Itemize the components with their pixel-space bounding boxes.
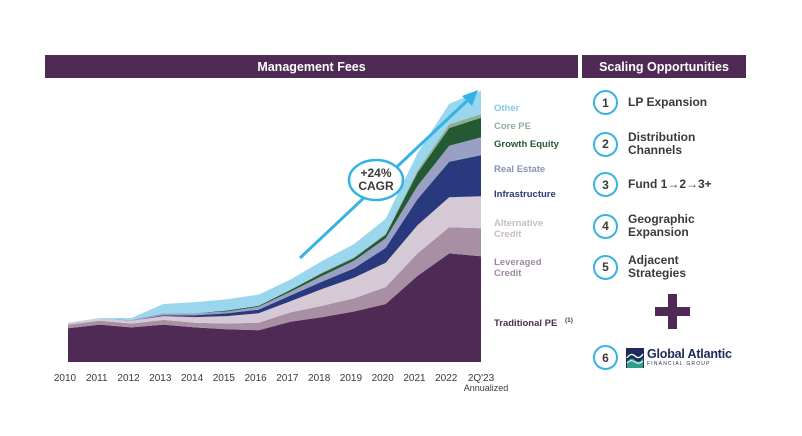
opportunity-label: Geographic Expansion [628, 212, 695, 239]
global-atlantic-logo: Global Atlantic FINANCIAL GROUP [626, 347, 732, 368]
x-tick-label: 2Q'23 [468, 373, 495, 384]
number-circle: 5 [593, 254, 618, 280]
management-fees-title: Management Fees [257, 59, 366, 74]
area-infrastructure [68, 155, 481, 323]
scaling-opportunities-header: Scaling Opportunities [582, 55, 746, 78]
x-tick-label: 2017 [276, 373, 299, 384]
legend-label-growth-equity: Growth Equity [494, 139, 560, 150]
opportunity-label: Adjacent Strategies [628, 253, 687, 280]
x-tick-label: 2018 [308, 373, 331, 384]
opportunity-5: 5 Adjacent Strategies [593, 254, 738, 280]
cagr-annotation-text: CAGR [358, 179, 394, 193]
management-fees-chart: 2010 2011 2012 2013 2014 2015 2016 2017 2018 2019… [54, 90, 573, 393]
x-tick-label: 2015 [213, 373, 236, 384]
number-circle: 3 [593, 172, 618, 197]
area-leveraged-credit [68, 227, 481, 331]
opportunity-2: 2 Distribution Channels [593, 131, 738, 157]
legend-label-alternative-credit: Credit [494, 229, 522, 240]
area-alternative-credit [68, 196, 481, 325]
opportunity-6: 6 Global Atlantic FINANCIAL GROUP [593, 345, 732, 370]
x-tick-label: 2016 [244, 373, 267, 384]
area-other [68, 90, 481, 323]
logo-subtitle: FINANCIAL GROUP [647, 361, 711, 367]
x-tick-label: 2013 [149, 373, 172, 384]
opportunity-3: 3 Fund 1→2→3+ [593, 172, 738, 197]
x-tick-label: 2019 [340, 373, 363, 384]
footnote-marker: (1) [565, 317, 573, 324]
x-tick-label: 2011 [86, 373, 108, 384]
legend-label-traditional-pe: Traditional PE [494, 318, 557, 329]
number-circle: 6 [593, 345, 618, 370]
scaling-opportunities-title: Scaling Opportunities [599, 59, 729, 74]
opportunity-label: Distribution Channels [628, 130, 696, 157]
legend-label-alternative-credit: Alternative [494, 218, 543, 229]
cagr-bubble [347, 158, 405, 202]
opportunity-1: 1 LP Expansion [593, 90, 738, 115]
global-atlantic-emblem-icon [626, 347, 644, 368]
plus-icon [655, 294, 690, 329]
x-tick-label: 2010 [54, 373, 77, 384]
x-tick-sublabel: Annualized [464, 383, 509, 393]
legend-label-leveraged-credit: Credit [494, 268, 522, 279]
management-fees-header: Management Fees [45, 55, 578, 78]
cagr-annotation-text: +24% [360, 166, 391, 180]
opportunity-4: 4 Geographic Expansion [593, 213, 738, 239]
legend-label-leveraged-credit: Leveraged [494, 257, 542, 268]
legend-label-infrastructure: Infrastructure [494, 189, 556, 200]
x-tick-label: 2012 [117, 373, 140, 384]
legend-label-other: Other [494, 103, 520, 114]
number-circle: 4 [593, 213, 618, 239]
opportunity-label: LP Expansion [628, 95, 708, 109]
logo-name: Global Atlantic [647, 347, 732, 361]
x-tick-label: 2021 [403, 373, 426, 384]
number-circle: 1 [593, 90, 618, 115]
legend-label-core-pe: Core PE [494, 121, 531, 132]
number-circle: 2 [593, 131, 618, 157]
area-traditional-pe [68, 253, 481, 362]
cagr-arrow-head [462, 90, 478, 106]
legend-label-real-estate: Real Estate [494, 164, 545, 175]
x-tick-label: 2022 [435, 373, 458, 384]
x-tick-label: 2014 [181, 373, 204, 384]
x-tick-label: 2020 [372, 373, 395, 384]
opportunity-label: Fund 1→2→3+ [628, 177, 712, 191]
